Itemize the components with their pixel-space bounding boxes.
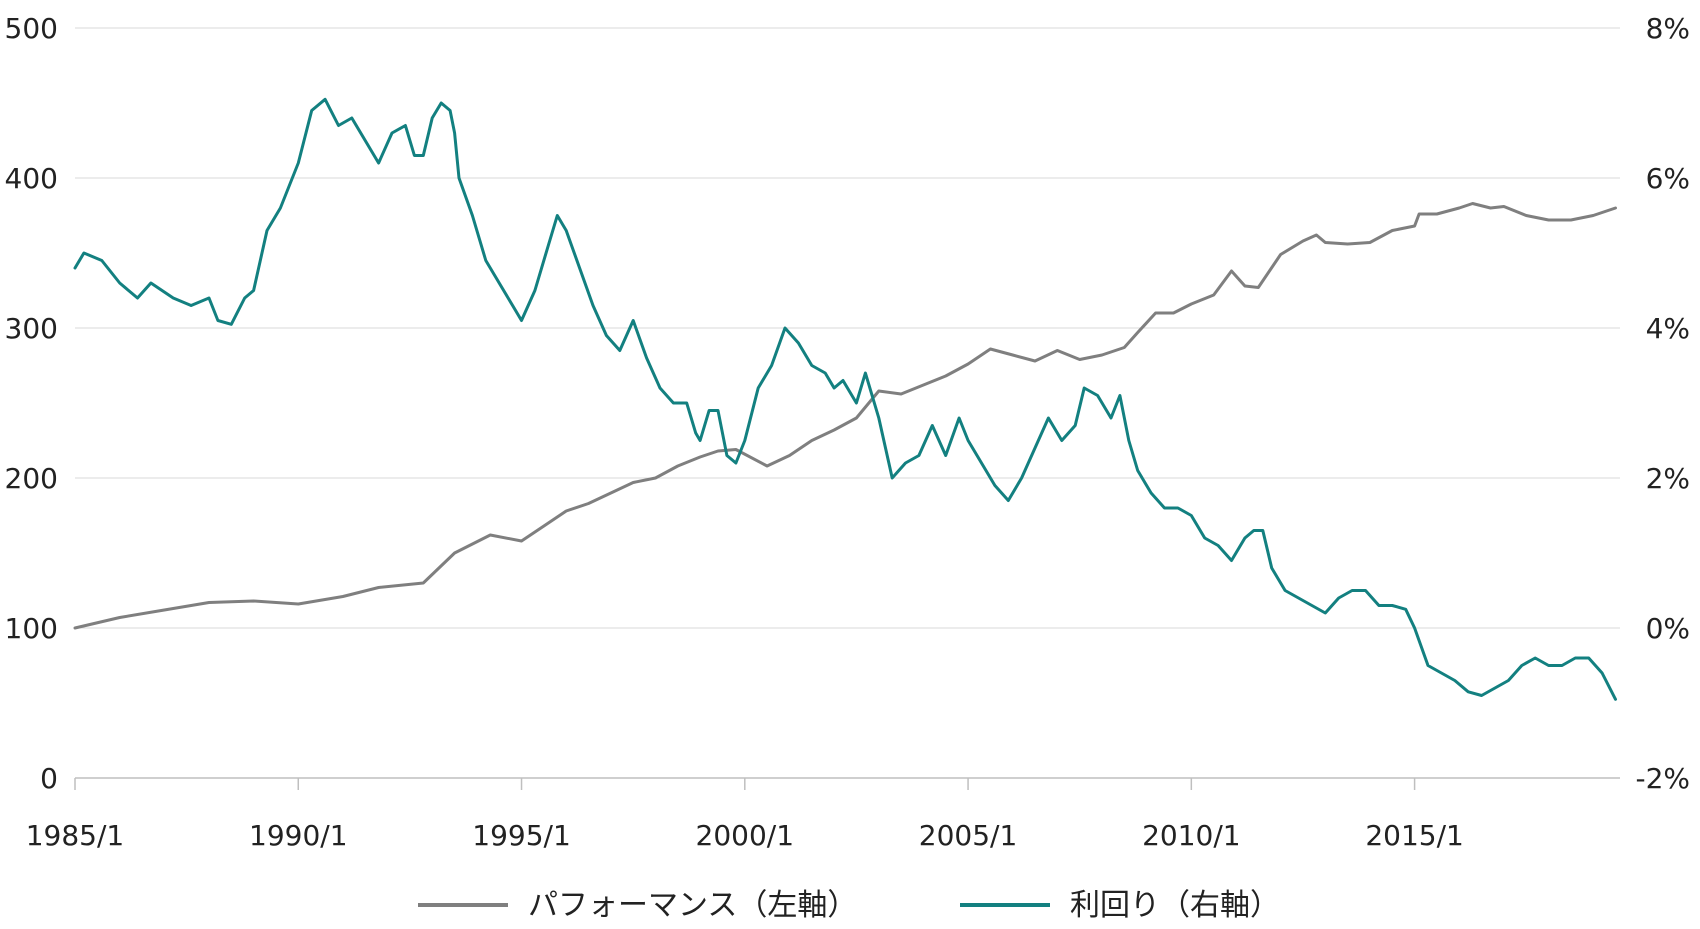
y-axis-left: 0 100 200 300 400 500 <box>5 12 58 795</box>
x-tick-label: 1990/1 <box>249 819 348 852</box>
x-tick-label: 2015/1 <box>1365 819 1464 852</box>
y-right-tick-label: 0% <box>1646 612 1690 645</box>
x-tick-label: 1995/1 <box>472 819 571 852</box>
x-axis: 1985/1 1990/1 1995/1 2000/1 2005/1 2010/1 2015… <box>26 777 1620 852</box>
y-left-tick-label: 500 <box>5 12 58 45</box>
series-line-performance <box>73 202 1617 630</box>
series-line-yield <box>73 97 1617 701</box>
y-left-tick-label: 200 <box>5 462 58 495</box>
y-right-tick-label: -2% <box>1635 762 1690 795</box>
y-right-tick-label: 4% <box>1646 312 1690 345</box>
series-lines <box>73 97 1617 701</box>
x-tick-label: 1985/1 <box>26 819 125 852</box>
y-right-tick-label: 8% <box>1646 12 1690 45</box>
y-right-tick-label: 2% <box>1646 462 1690 495</box>
y-left-tick-label: 400 <box>5 162 58 195</box>
legend: パフォーマンス（左軸） 利回り（右軸） <box>418 888 1280 923</box>
y-left-tick-label: 300 <box>5 312 58 345</box>
y-right-tick-label: 6% <box>1646 162 1690 195</box>
x-tick-label: 2010/1 <box>1142 819 1241 852</box>
x-tick-label: 2000/1 <box>696 819 795 852</box>
legend-label: パフォーマンス（左軸） <box>528 888 857 923</box>
y-left-tick-label: 0 <box>40 762 58 795</box>
x-tick-label: 2005/1 <box>919 819 1018 852</box>
y-left-tick-label: 100 <box>5 612 58 645</box>
y-axis-right: -2% 0% 2% 4% 6% 8% <box>1635 12 1690 795</box>
gridlines <box>75 27 1620 629</box>
legend-label: 利回り（右軸） <box>1070 888 1280 923</box>
